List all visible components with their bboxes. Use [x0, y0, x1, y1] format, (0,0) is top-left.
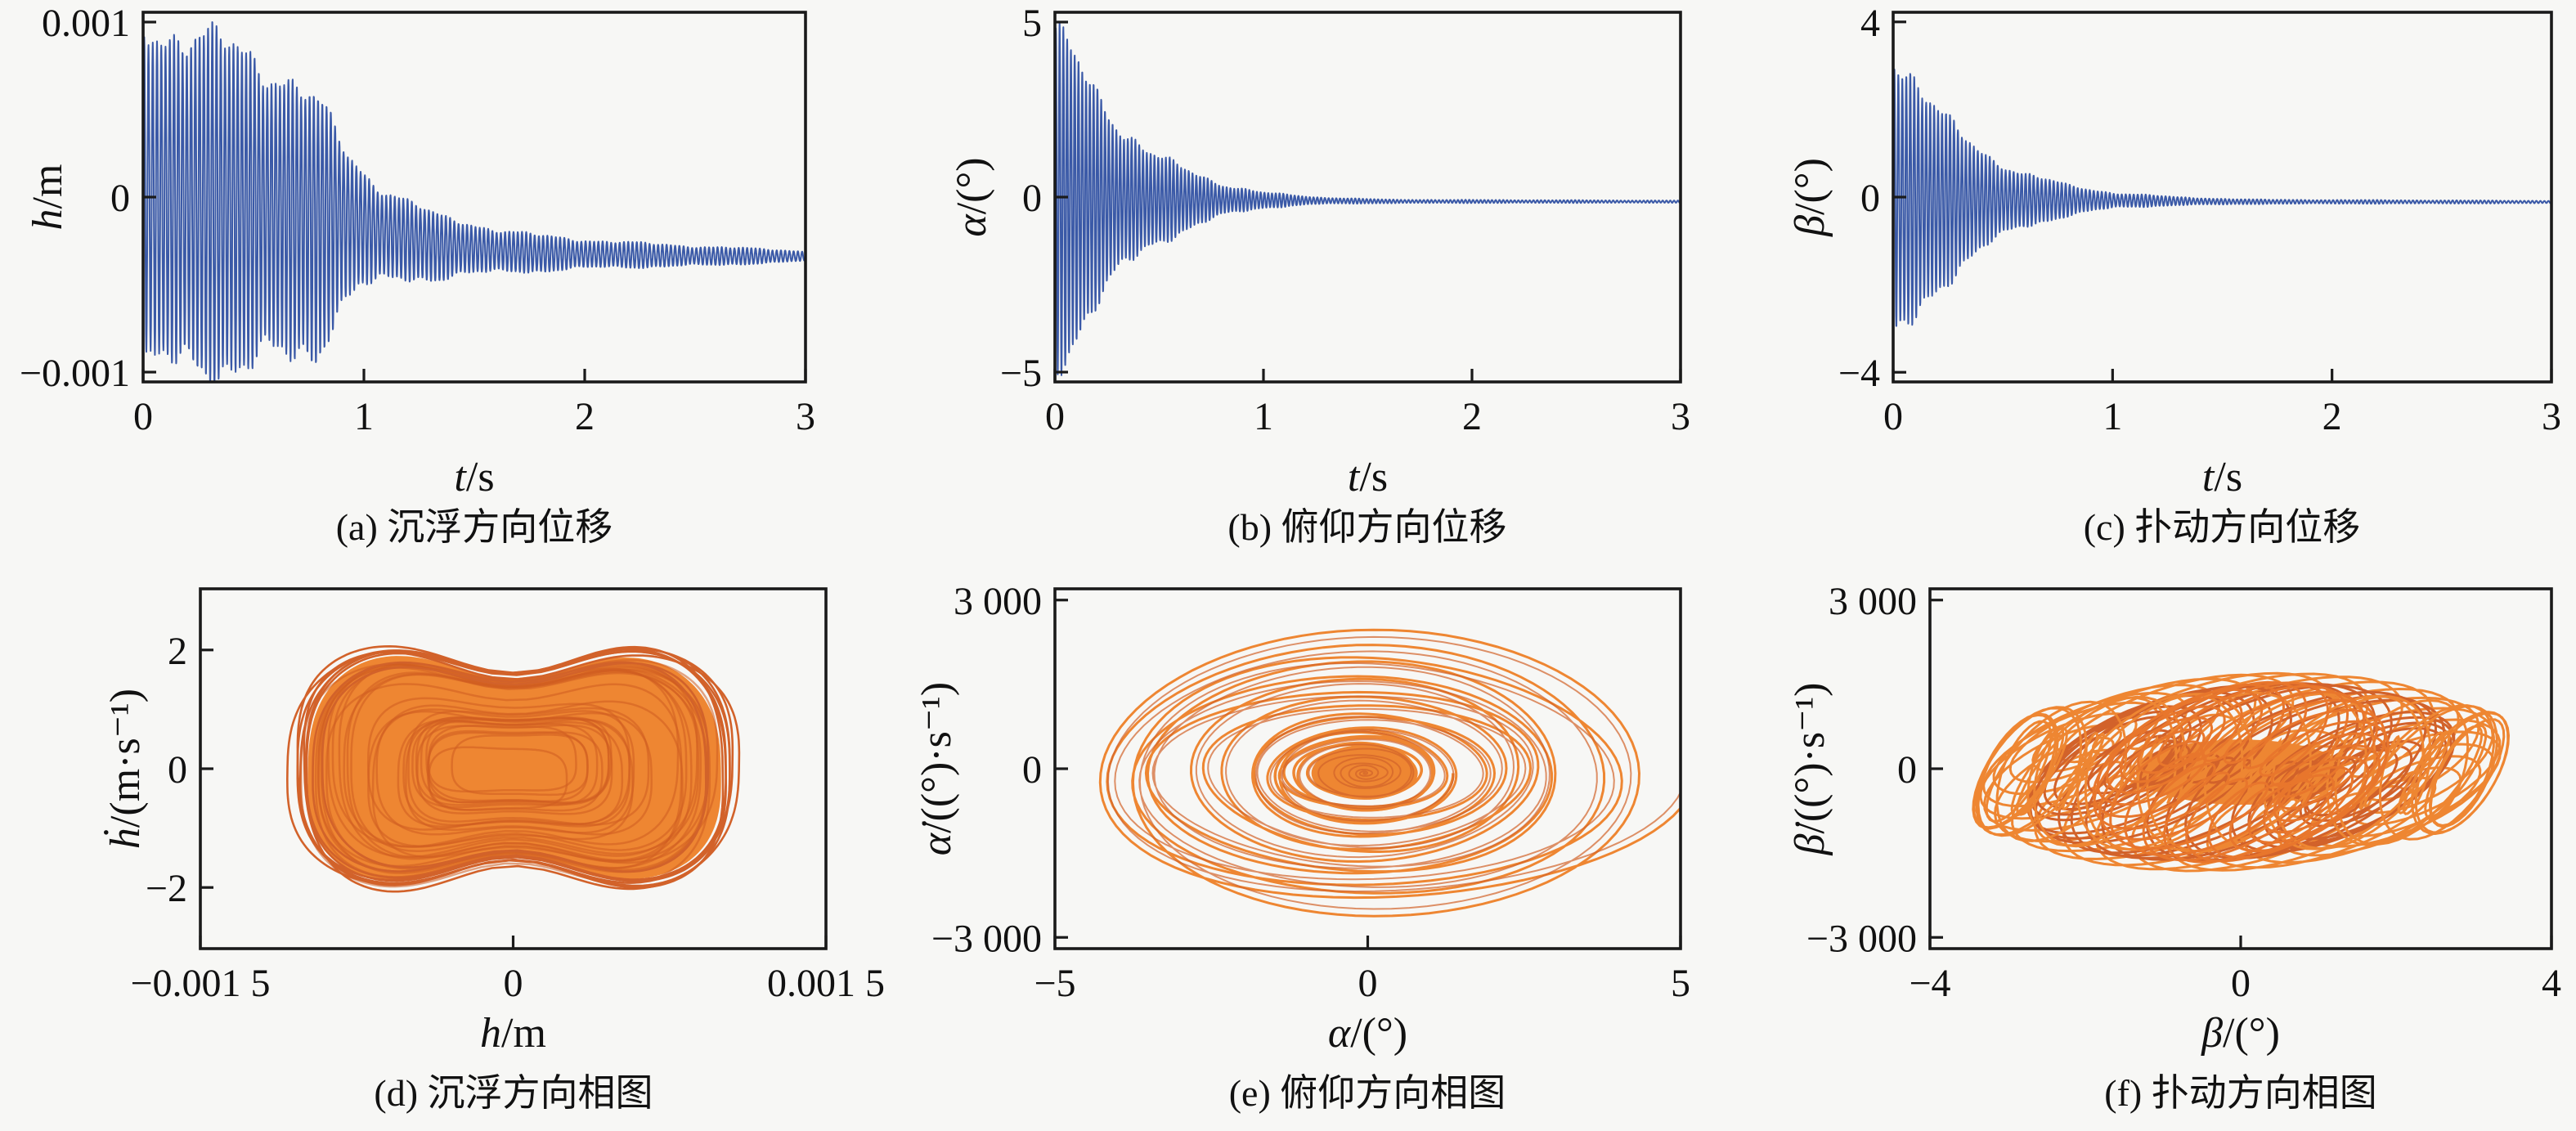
y-tick-label: −3 000 — [1806, 917, 1917, 960]
phase-curve-f-3 — [2092, 680, 2390, 864]
phase-curve-f-1 — [2026, 682, 2456, 863]
y-tick-label: 0 — [1860, 177, 1880, 220]
subplot-e: −5 0 5 3 000 0 −3 000 α/(°) α̇/((°)·s⁻¹) — [913, 580, 1690, 1057]
y-tick-label: 3 000 — [1829, 580, 1917, 623]
x-tick-label: 2 — [575, 395, 595, 438]
y-tick-label: 0 — [1897, 748, 1917, 792]
caption-d: (d) 沉浮方向相图 — [374, 1072, 653, 1114]
x-tick-label: 3 — [2542, 395, 2561, 438]
phase-curve-f-0 — [1979, 671, 2502, 873]
y-axis-label-f: β̇/((°)·s⁻¹) — [1787, 682, 1833, 855]
subplot-f: −4 0 4 3 000 0 −3 000 β/(°) β̇/((°)·s⁻¹) — [1787, 580, 2561, 1057]
plot-area-d — [285, 644, 741, 893]
wave-series-c — [1893, 69, 2551, 327]
y-tick-label: −4 — [1838, 352, 1880, 395]
caption-c: (c) 扑动方向位移 — [2083, 506, 2361, 548]
x-tick-label: 1 — [354, 395, 374, 438]
plot-area-c — [1893, 69, 2551, 327]
y-axis-label-b: α/(°) — [949, 157, 995, 236]
y-tick-label: −5 — [1000, 352, 1042, 395]
y-tick-label: −2 — [146, 867, 187, 910]
plot-area-e — [1098, 628, 1681, 918]
x-tick-label: 3 — [796, 395, 815, 438]
x-tick-label: 1 — [2103, 395, 2122, 438]
y-tick-label: 0 — [110, 177, 130, 220]
x-axis-label-c: t/s — [2202, 454, 2242, 500]
y-tick-label: 2 — [168, 630, 187, 673]
x-axis-label-b: t/s — [1348, 454, 1388, 500]
wave-series-a — [143, 21, 806, 382]
x-axis-label-a: t/s — [454, 454, 494, 500]
y-tick-label: 0 — [1022, 748, 1042, 792]
x-tick-label: −0.001 5 — [130, 962, 270, 1005]
subplot-d: −0.001 5 0 0.001 5 2 0 −2 h/m ḣ/(m·s⁻¹) — [102, 587, 885, 1057]
caption-e: (e) 俯仰方向相图 — [1228, 1072, 1506, 1114]
wave-series-b — [1055, 20, 1681, 376]
y-axis-label-c: β/(°) — [1787, 158, 1833, 237]
x-tick-label: 4 — [2542, 962, 2561, 1005]
y-tick-label: 0 — [168, 748, 187, 792]
y-tick-label: 4 — [1860, 2, 1880, 45]
plot-area-f — [1972, 671, 2511, 873]
axes-box-b — [1053, 11, 1682, 384]
subplot-c: 0 1 2 340−4t/sβ/(°) — [1787, 2, 2561, 500]
x-tick-label: 0.001 5 — [767, 962, 885, 1005]
x-tick-label: 0 — [1883, 395, 1903, 438]
caption-b: (b) 俯仰方向位移 — [1227, 506, 1507, 548]
caption-a: (a) 沉浮方向位移 — [335, 506, 613, 548]
y-tick-label: 3 000 — [954, 580, 1042, 623]
x-tick-label: −5 — [1034, 962, 1075, 1005]
y-axis-label-a: h/m — [25, 164, 71, 231]
plot-area-a — [143, 21, 806, 382]
axes-box-c — [1892, 11, 2553, 384]
x-tick-label: 5 — [1671, 962, 1690, 1005]
x-tick-label: 3 — [1671, 395, 1690, 438]
y-tick-label: 0 — [1022, 177, 1042, 220]
y-axis-label-d: ḣ/(m·s⁻¹) — [102, 689, 149, 849]
x-tick-label: 2 — [2322, 395, 2342, 438]
caption-f: (f) 扑动方向相图 — [2104, 1072, 2377, 1114]
y-tick-label: −0.001 — [20, 352, 130, 395]
x-tick-label: 1 — [1254, 395, 1273, 438]
x-tick-label: −4 — [1909, 962, 1950, 1005]
x-tick-label: 0 — [133, 395, 153, 438]
y-axis-label-e: α̇/((°)·s⁻¹) — [913, 682, 960, 855]
x-axis-label-d: h/m — [480, 1010, 546, 1057]
x-axis-label-f: β/(°) — [2201, 1010, 2280, 1057]
x-tick-label: 0 — [1358, 962, 1378, 1005]
x-tick-label: 0 — [504, 962, 523, 1005]
x-tick-label: 0 — [2231, 962, 2251, 1005]
y-tick-label: 5 — [1022, 2, 1042, 45]
x-tick-label: 0 — [1045, 395, 1065, 438]
x-axis-label-e: α/(°) — [1328, 1010, 1407, 1057]
y-tick-label: 0.001 — [42, 2, 130, 45]
y-tick-label: −3 000 — [931, 917, 1042, 960]
x-tick-label: 2 — [1462, 395, 1482, 438]
subplot-b: 0 1 2 350−5t/sα/(°) — [949, 2, 1690, 500]
plot-area-b — [1055, 20, 1681, 376]
